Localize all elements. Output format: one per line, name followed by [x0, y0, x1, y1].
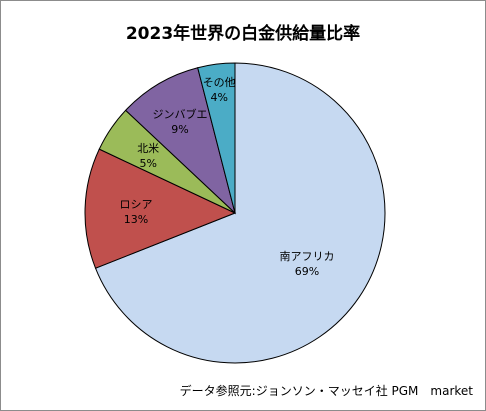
slice-percent-label: 5% [139, 157, 156, 170]
source-note: データ参照元:ジョンソン・マッセイ社 PGM market [179, 384, 473, 398]
slice-name-label: 北米 [137, 142, 159, 155]
slice-name-label: 南アフリカ [280, 250, 335, 263]
slice-name-label: その他 [203, 76, 236, 89]
pie-slice [94, 62, 386, 364]
chart-title: 2023年世界の白金供給量比率 [125, 24, 361, 44]
slice-percent-label: 4% [210, 91, 227, 104]
pie-slice [124, 67, 236, 215]
slice-name-label: ロシア [120, 198, 153, 211]
pie-slice [84, 148, 237, 269]
slice-percent-label: 9% [171, 123, 188, 136]
slice-name-label: ジンバブエ [153, 107, 208, 121]
pie-slice [197, 62, 236, 214]
slice-percent-label: 69% [295, 265, 319, 278]
slice-percent-label: 13% [124, 213, 148, 226]
